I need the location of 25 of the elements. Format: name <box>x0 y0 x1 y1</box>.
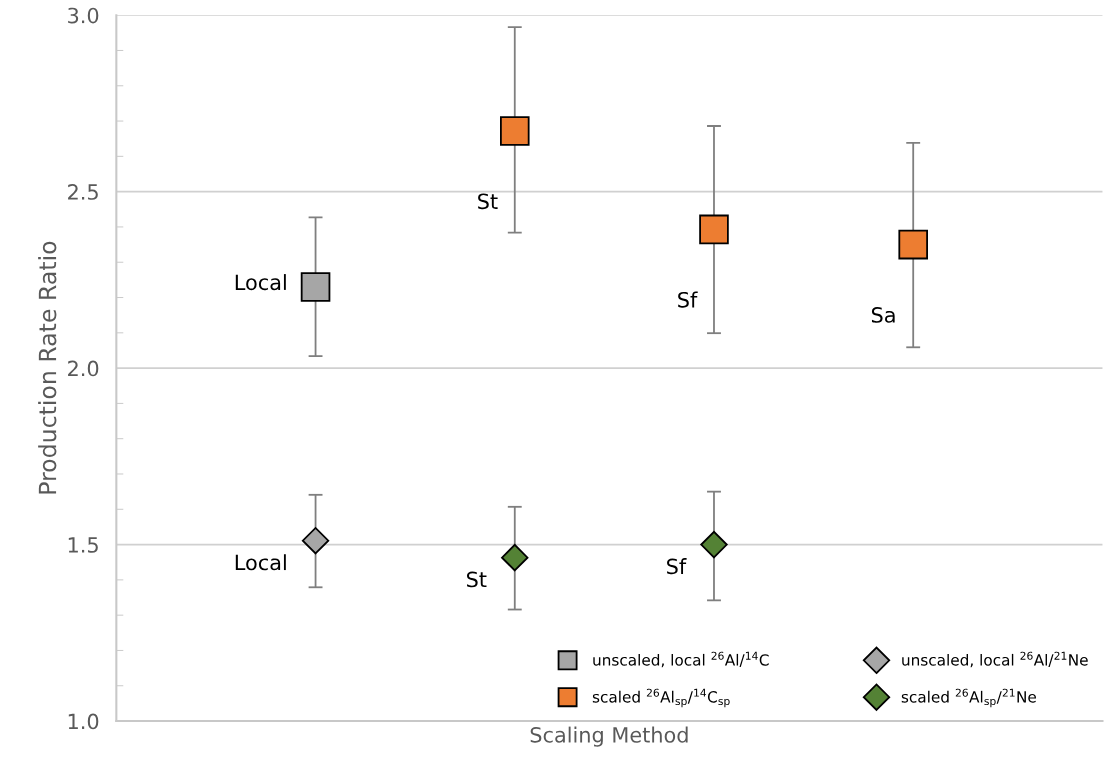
legend-label: scaled $^{26}$Al$_{sp}$/$^{14}$C$_{sp}$ <box>592 688 730 708</box>
point <box>898 229 928 260</box>
x-axis-title: Scaling Method <box>530 726 688 747</box>
data-label: Local <box>235 554 286 571</box>
y-tick-label: 1.0 <box>68 713 99 730</box>
data-label: Sf <box>667 558 687 575</box>
y-tick-label: 1.5 <box>68 537 98 553</box>
data-label: Local <box>235 274 286 291</box>
legend-label: scaled $^{26}$Al$_{sp}$/$^{21}$Ne <box>901 688 1036 708</box>
point <box>699 214 729 245</box>
y-tick-label: 2.5 <box>68 184 98 200</box>
y-tick-label: 3.0 <box>68 7 99 24</box>
point <box>499 116 530 146</box>
legend-label: unscaled, local $^{26}$Al/$^{14}$C <box>593 651 769 668</box>
point <box>300 272 331 302</box>
y-axis-title: Production Rate Ratio <box>38 241 57 494</box>
data-label: St <box>466 571 487 588</box>
legend-label: unscaled, local $^{26}$Al/$^{21}$Ne <box>902 651 1088 668</box>
point <box>700 530 728 559</box>
point <box>301 527 330 555</box>
data-label: St <box>478 193 498 210</box>
data-label: Sf <box>678 291 698 308</box>
y-tick-label: 2.0 <box>68 360 99 377</box>
data-label: Sa <box>871 307 895 323</box>
point <box>501 543 529 572</box>
